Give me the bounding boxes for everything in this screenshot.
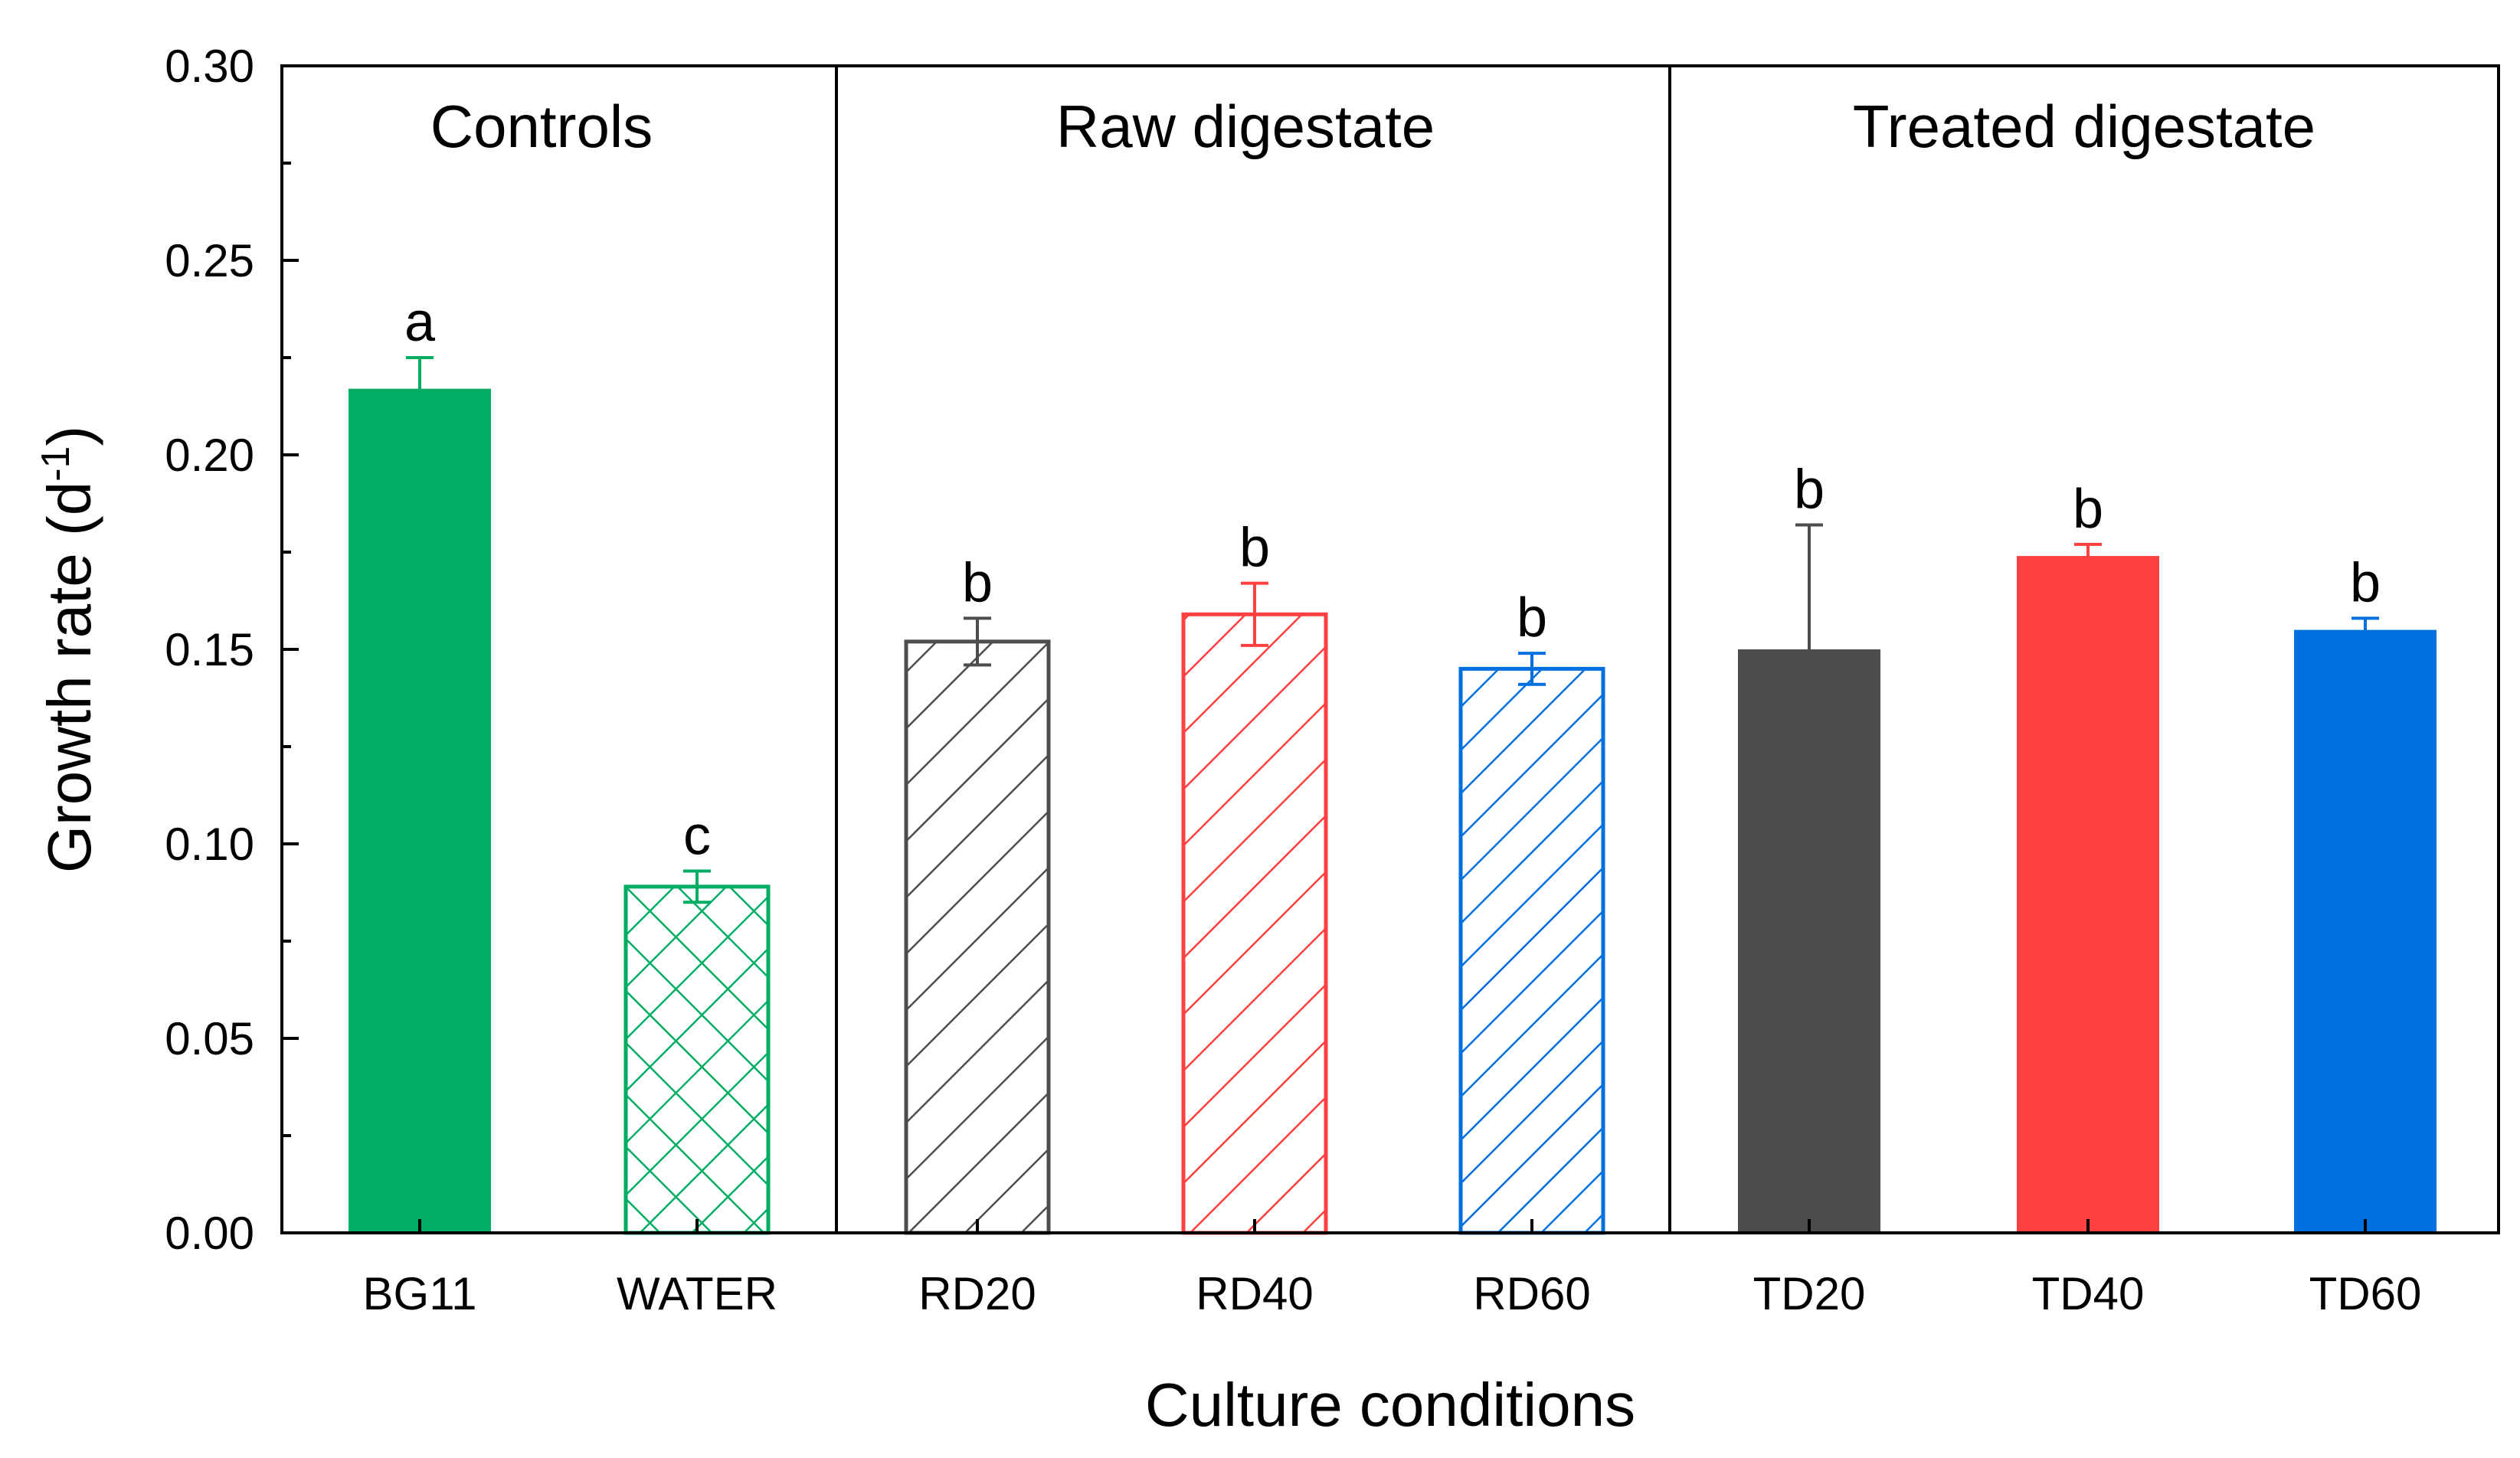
plot-frame bbox=[280, 64, 2500, 1234]
x-tick-label: RD40 bbox=[1196, 1268, 1313, 1319]
x-tick-label: RD60 bbox=[1473, 1268, 1590, 1319]
bar-bg11 bbox=[349, 388, 491, 1233]
bar-rd40 bbox=[1181, 612, 1328, 1235]
significance-label: b bbox=[1239, 518, 1270, 579]
y-tick-label: 0.15 bbox=[165, 624, 254, 675]
x-tick-label: WATER bbox=[617, 1268, 777, 1319]
bar-td40 bbox=[2017, 556, 2159, 1233]
significance-label: a bbox=[404, 292, 436, 353]
group-label: Controls bbox=[430, 93, 653, 160]
y-tick-label: 0.30 bbox=[165, 41, 254, 92]
x-tick-label: TD60 bbox=[2309, 1268, 2422, 1319]
significance-label: b bbox=[962, 552, 993, 613]
significance-label: b bbox=[2350, 552, 2381, 613]
y-tick-label: 0.05 bbox=[165, 1013, 254, 1064]
significance-label: c bbox=[683, 806, 711, 867]
bar-water bbox=[623, 884, 771, 1235]
x-tick-label: BG11 bbox=[363, 1268, 477, 1319]
plot-area: a BG11 c WATER b RD20 b RD40 b RD60 b TD20 b TD40 b TD6… bbox=[165, 41, 2500, 1319]
x-tick-label: TD20 bbox=[1753, 1268, 1866, 1319]
y-tick-label: 0.20 bbox=[165, 430, 254, 481]
group-label: Raw digestate bbox=[1056, 93, 1435, 160]
bar-td60 bbox=[2294, 629, 2437, 1233]
y-tick-label: 0.00 bbox=[165, 1208, 254, 1259]
x-tick-label: TD40 bbox=[2032, 1268, 2145, 1319]
y-axis-title: Growth rate (d-1) bbox=[34, 426, 103, 873]
bar-rd60 bbox=[1458, 666, 1605, 1235]
bar-rd20 bbox=[904, 639, 1051, 1235]
x-axis-title: Culture conditions bbox=[1145, 1371, 1635, 1439]
y-tick-label: 0.10 bbox=[165, 819, 254, 870]
group-label: Treated digestate bbox=[1853, 93, 2315, 160]
x-tick-label: RD20 bbox=[918, 1268, 1036, 1319]
y-axis-title-superscript: -1 bbox=[34, 446, 78, 482]
significance-label: b bbox=[2073, 479, 2103, 540]
y-tick-label: 0.25 bbox=[165, 235, 254, 286]
significance-label: b bbox=[1517, 587, 1547, 649]
y-axis-title-suffix: ) bbox=[35, 426, 103, 446]
significance-label: b bbox=[1794, 459, 1825, 520]
y-axis-title-main: Growth rate (d bbox=[35, 482, 103, 873]
